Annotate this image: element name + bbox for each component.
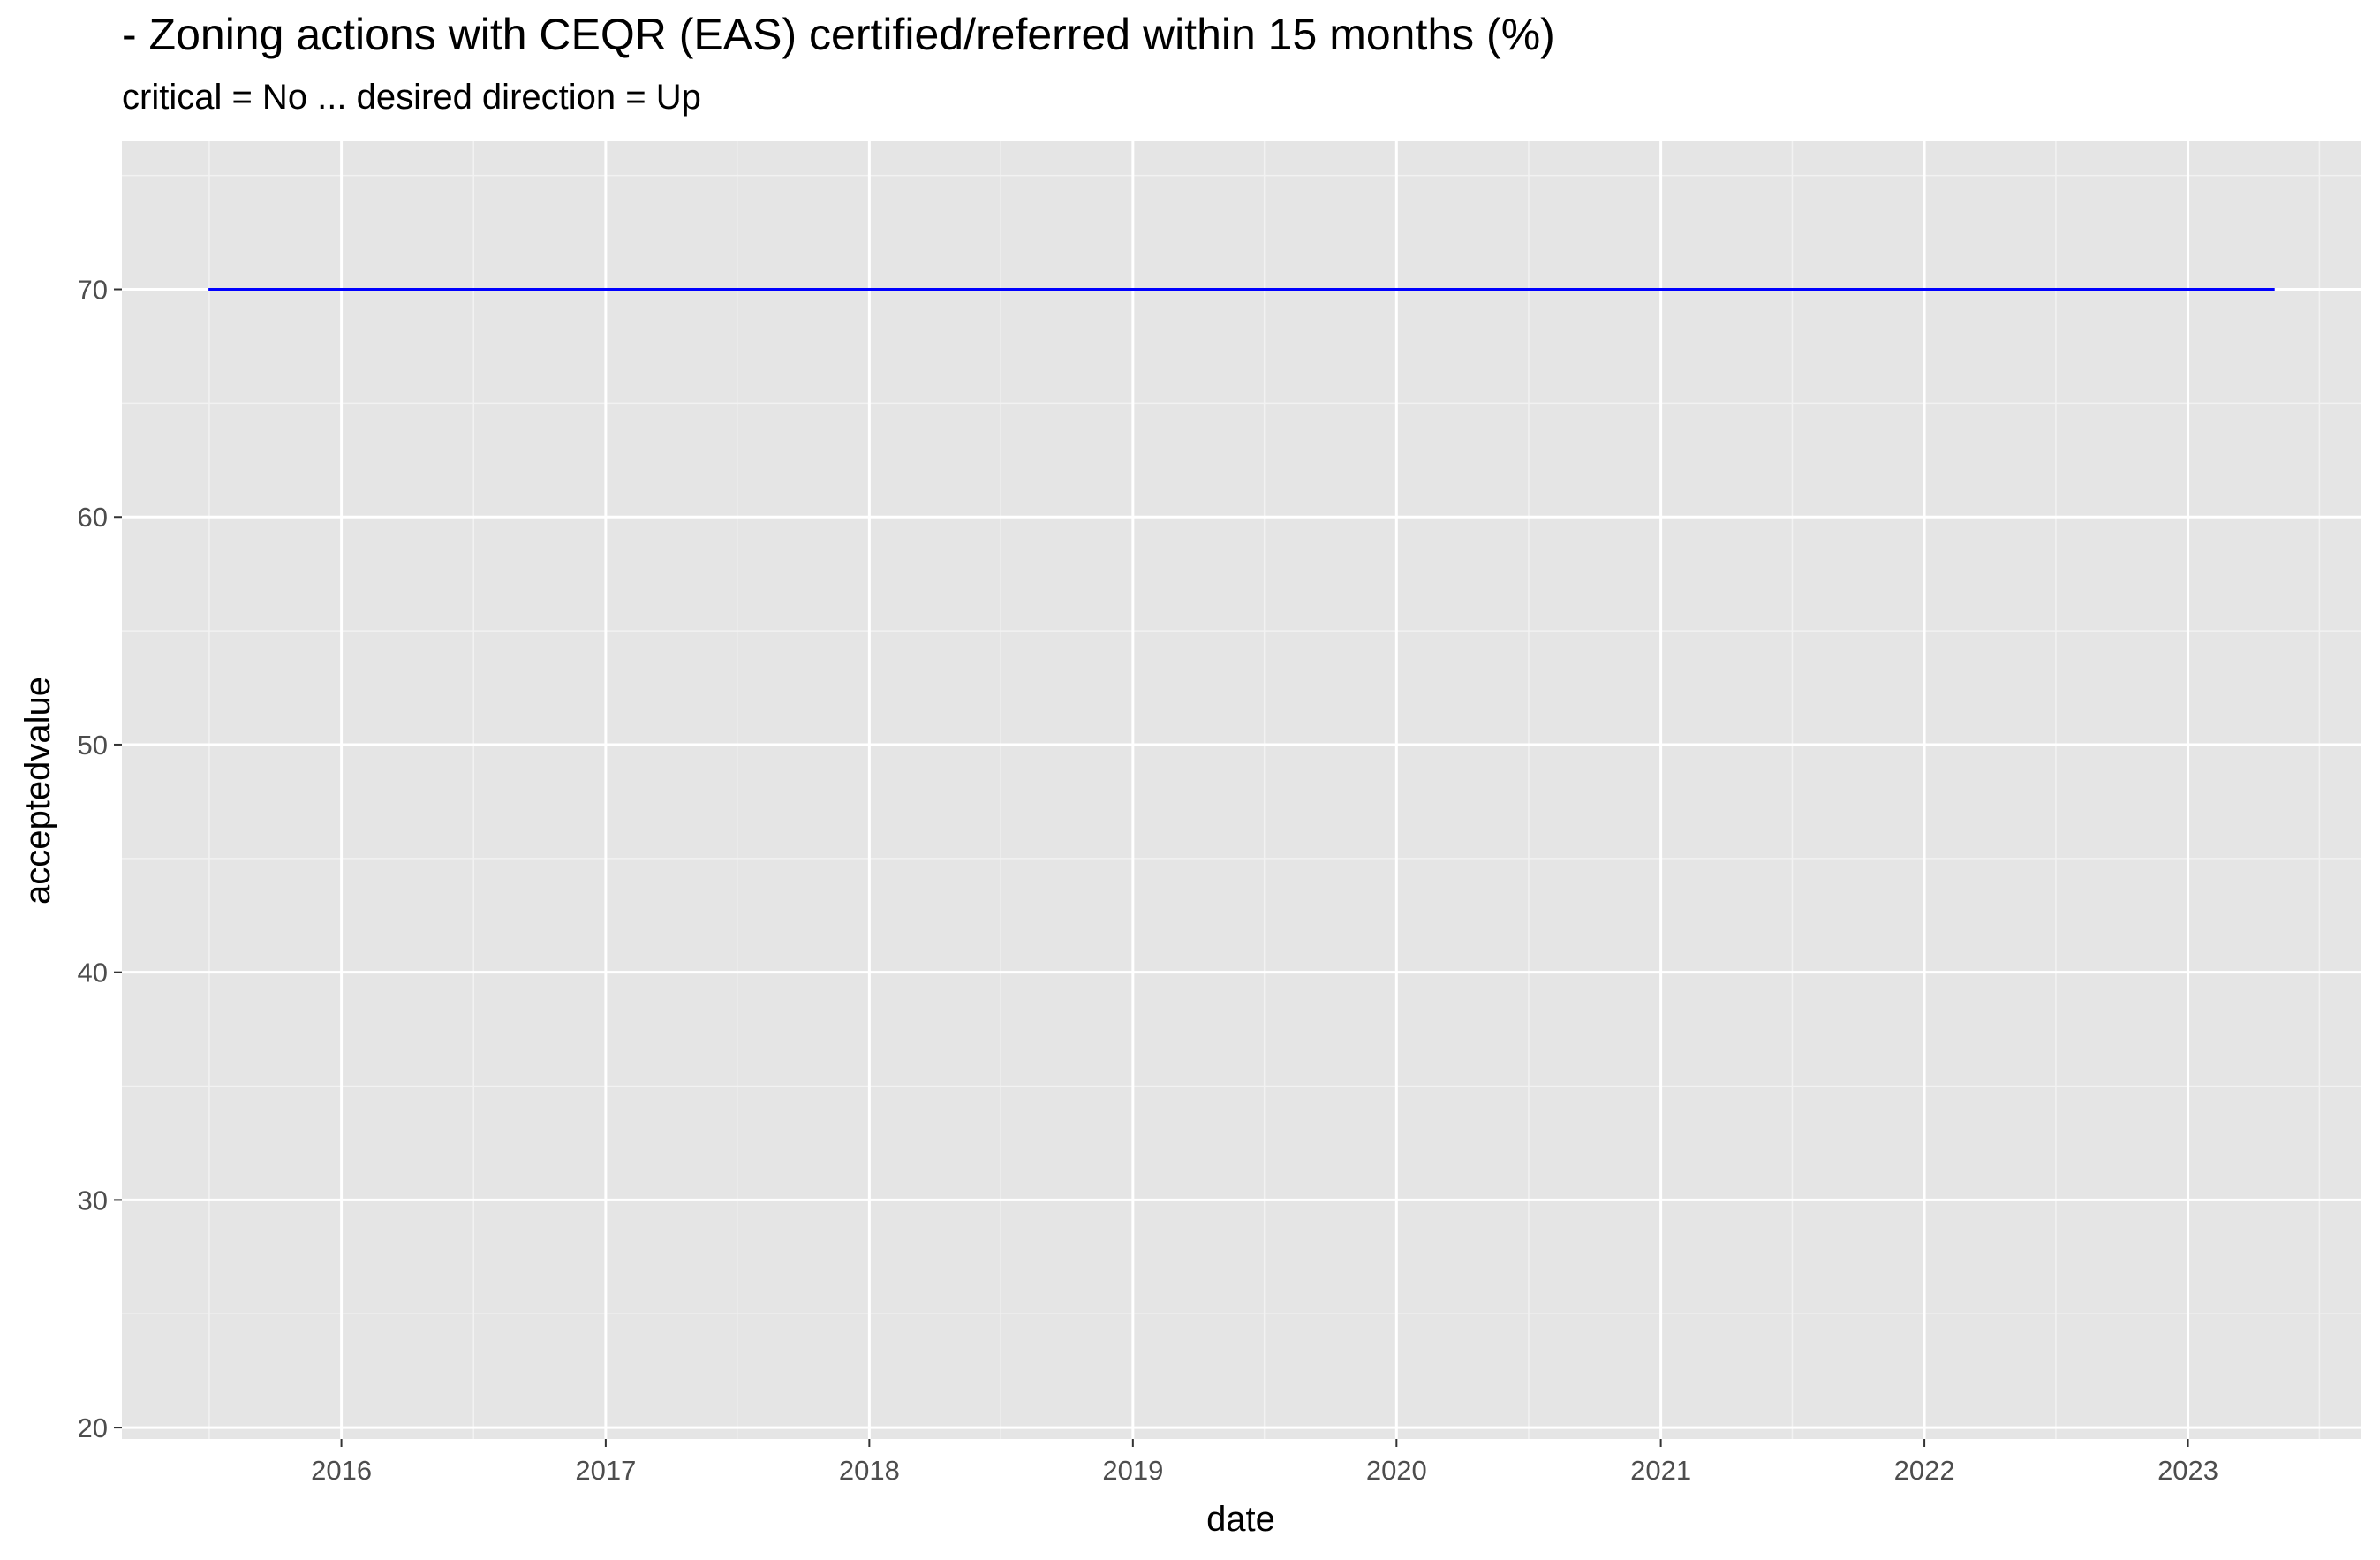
x-tick-label: 2018 xyxy=(839,1455,900,1486)
y-tick-label: 70 xyxy=(78,275,108,306)
x-tick-label: 2016 xyxy=(311,1455,372,1486)
x-tick-label: 2021 xyxy=(1630,1455,1691,1486)
plot-panel xyxy=(122,141,2361,1439)
x-tick-label: 2017 xyxy=(575,1455,636,1486)
x-tick-labels: 2016 2017 2018 2019 2020 2021 2022 2023 xyxy=(311,1455,2218,1486)
y-tick-label: 50 xyxy=(78,730,108,761)
y-tick-labels: 20 30 40 50 60 70 xyxy=(78,275,108,1444)
y-tick-label: 60 xyxy=(78,502,108,533)
x-tick-label: 2023 xyxy=(2157,1455,2218,1486)
axis-ticks xyxy=(114,288,2189,1447)
chart-title: - Zoning actions with CEQR (EAS) certifi… xyxy=(122,10,1555,59)
y-tick-label: 30 xyxy=(78,1185,108,1215)
x-axis-title: date xyxy=(1206,1500,1275,1539)
y-tick-label: 20 xyxy=(78,1412,108,1443)
minor-gridlines xyxy=(122,141,2361,1439)
y-axis-title: acceptedvalue xyxy=(19,677,57,905)
x-tick-label: 2020 xyxy=(1366,1455,1427,1486)
y-tick-label: 40 xyxy=(78,958,108,988)
x-tick-label: 2019 xyxy=(1102,1455,1163,1486)
x-tick-label: 2022 xyxy=(1894,1455,1955,1486)
chart-subtitle: critical = No ... desired direction = Up xyxy=(122,78,701,117)
